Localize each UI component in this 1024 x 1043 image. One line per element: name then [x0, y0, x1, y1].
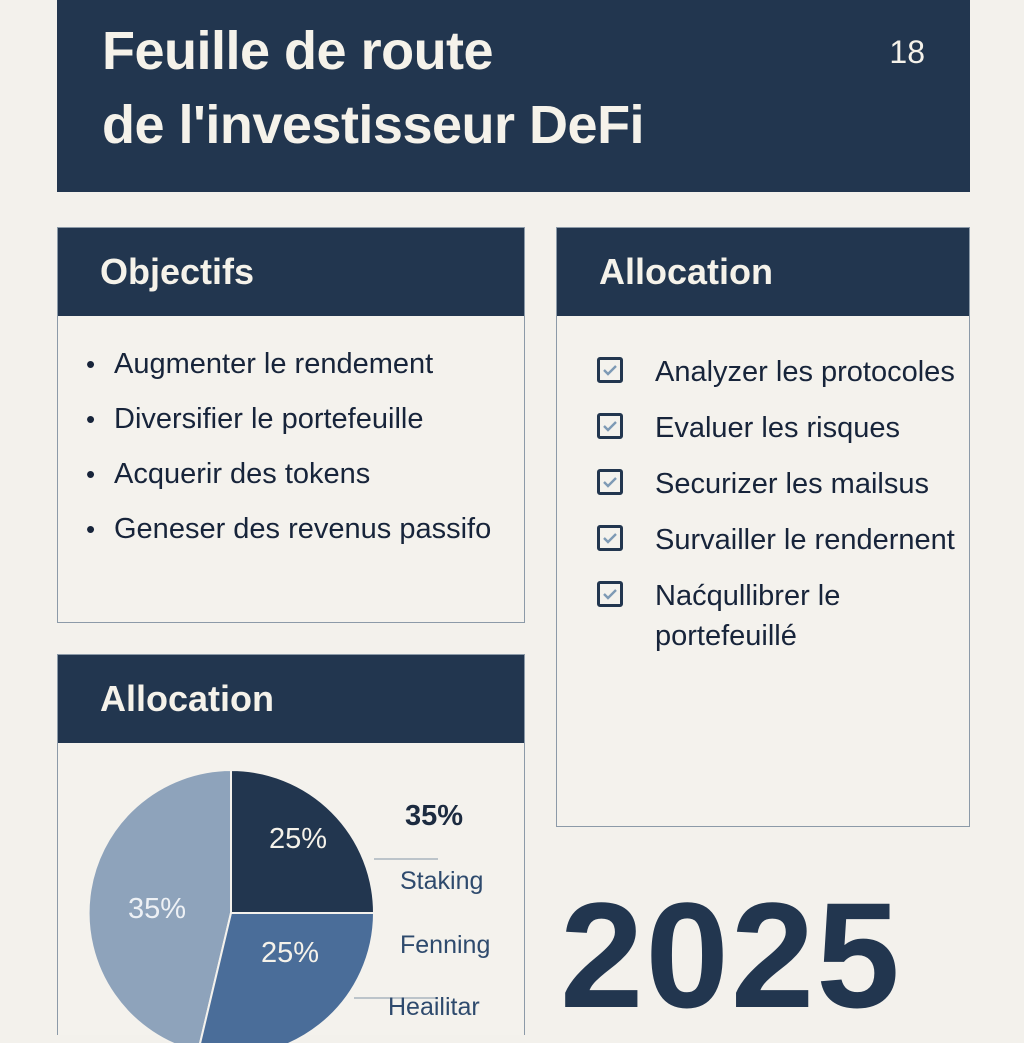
checklist-item: Naćqullibrer le portefeuillé [597, 576, 969, 656]
objectives-list: Augmenter le rendement Diversifier le po… [58, 316, 524, 550]
legend-value: 35% [405, 800, 464, 832]
title-line-2: de l'investisseur DeFi [102, 95, 645, 155]
checklist-item-label: Survailler le rendernent [655, 524, 955, 556]
checklist-item: Analyzer les protocoles [597, 352, 969, 392]
objective-item: Augmenter le rendement [86, 344, 524, 385]
allocation-chart-card: Allocation 25% 25% 35% 35% Staking Fenni… [57, 654, 525, 1043]
objectives-title: Objectifs [58, 228, 524, 316]
year-label: 2025 [560, 871, 902, 1039]
objective-item: Geneser des revenus passifo [86, 509, 524, 550]
pie-chart: 25% 25% 35% 35% Staking Fenning Heailita… [58, 743, 524, 1043]
title-line-1: Feuille de route [102, 21, 494, 81]
checkbox-checked-icon[interactable] [597, 525, 623, 551]
checklist-item-label: Securizer les mailsus [655, 468, 929, 500]
checklist-item-label: Naćqullibrer le portefeuillé [655, 580, 841, 652]
legend-item-staking: Staking [400, 867, 484, 895]
page-number: 18 [889, 34, 925, 70]
objectives-card: Objectifs Augmenter le rendement Diversi… [57, 227, 525, 623]
page-title: Feuille de route de l'investisseur DeFi [102, 14, 645, 162]
checkbox-checked-icon[interactable] [597, 357, 623, 383]
checklist-item-label: Analyzer les protocoles [655, 356, 955, 388]
checkbox-checked-icon[interactable] [597, 413, 623, 439]
allocation-title: Allocation [58, 655, 524, 743]
checklist-item: Securizer les mailsus [597, 464, 969, 504]
checklist: Analyzer les protocoles Evaluer les risq… [557, 316, 969, 656]
slice-label-mid: 25% [261, 937, 320, 969]
checklist-card: Allocation Analyzer les protocoles Evalu… [556, 227, 970, 827]
legend-item-heailitar: Heailitar [388, 993, 480, 1021]
checklist-item: Evaluer les risques [597, 408, 969, 448]
legend-item-fenning: Fenning [400, 931, 491, 959]
checklist-item: Survailler le rendernent [597, 520, 969, 560]
objective-item: Diversifier le portefeuille [86, 399, 524, 440]
checklist-item-label: Evaluer les risques [655, 412, 900, 444]
page-header: Feuille de route de l'investisseur DeFi … [57, 0, 970, 192]
pie-chart-graphic [87, 768, 438, 1043]
objective-item: Acquerir des tokens [86, 454, 524, 495]
checkbox-checked-icon[interactable] [597, 581, 623, 607]
checkbox-checked-icon[interactable] [597, 469, 623, 495]
slice-label-light: 35% [128, 893, 187, 925]
slice-label-dark: 25% [269, 823, 328, 855]
checklist-title: Allocation [557, 228, 969, 316]
